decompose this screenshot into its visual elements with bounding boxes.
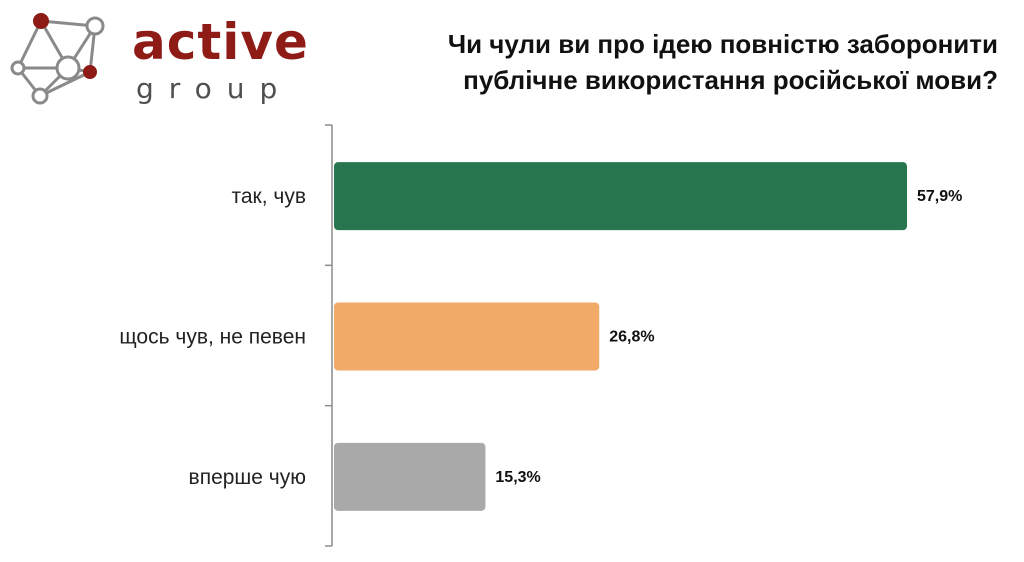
logo-subword: group [136, 72, 293, 105]
data-label: 15,3% [495, 469, 540, 486]
category-label: так, чув [231, 185, 306, 208]
bar [334, 162, 907, 231]
data-label: 57,9% [917, 188, 962, 205]
bar [334, 302, 600, 371]
chart-title: Чи чули ви про ідею повністю заборонити … [358, 26, 998, 98]
bar [334, 442, 486, 511]
category-label: щось чув, не певен [119, 326, 306, 349]
data-label: 26,8% [609, 329, 654, 346]
chart-title-line-2: публічне використання російської мови? [463, 65, 998, 95]
logo-word: active [132, 13, 309, 71]
network-logo-icon [10, 13, 105, 105]
logo: active group [10, 8, 308, 108]
category-label: вперше чую [189, 466, 306, 489]
chart-title-line-1: Чи чули ви про ідею повністю заборонити [447, 29, 998, 59]
